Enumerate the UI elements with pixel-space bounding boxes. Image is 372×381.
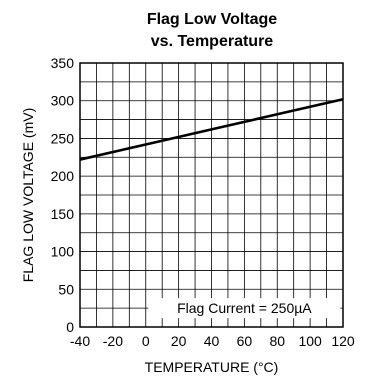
y-axis-label: FLAG LOW VOLTAGE (mV) [20,108,36,283]
x-tick-label: -20 [103,333,123,349]
x-tick-label: 100 [298,333,322,349]
flag-low-voltage-line [79,97,344,161]
x-tick-label: 20 [171,333,187,349]
grid-lines [79,62,344,328]
y-tick-labels: 0 50 100 150 200 250 300 350 [51,55,75,335]
y-tick-label: 350 [51,55,75,71]
flag-current-annotation: Flag Current = 250µA [177,300,312,316]
y-tick-label: 200 [51,168,75,184]
y-tick-label: 100 [51,244,75,260]
chart-title-line-1: Flag Low Voltage [147,11,277,28]
chart-title-line-2: vs. Temperature [151,33,274,50]
plot-frame [79,62,344,328]
x-tick-label: 0 [142,333,150,349]
series-group [79,97,344,161]
annotation-background [148,298,341,319]
x-tick-label: 120 [331,333,355,349]
x-tick-label: -40 [70,333,90,349]
y-tick-label: 150 [51,206,75,222]
x-tick-label: 80 [269,333,285,349]
x-axis-label: TEMPERATURE (°C) [145,359,279,375]
y-tick-label: 300 [51,93,75,109]
y-tick-label: 0 [66,319,74,335]
x-tick-label: 60 [237,333,253,349]
x-tick-labels: -40 -20 0 20 40 60 80 100 120 [70,333,355,349]
x-tick-label: 40 [204,333,220,349]
y-tick-label: 50 [58,281,74,297]
y-tick-label: 250 [51,130,75,146]
